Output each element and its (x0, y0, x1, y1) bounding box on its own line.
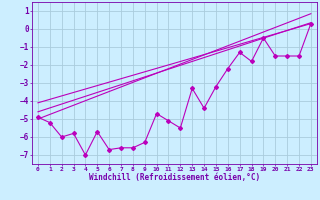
X-axis label: Windchill (Refroidissement éolien,°C): Windchill (Refroidissement éolien,°C) (89, 173, 260, 182)
